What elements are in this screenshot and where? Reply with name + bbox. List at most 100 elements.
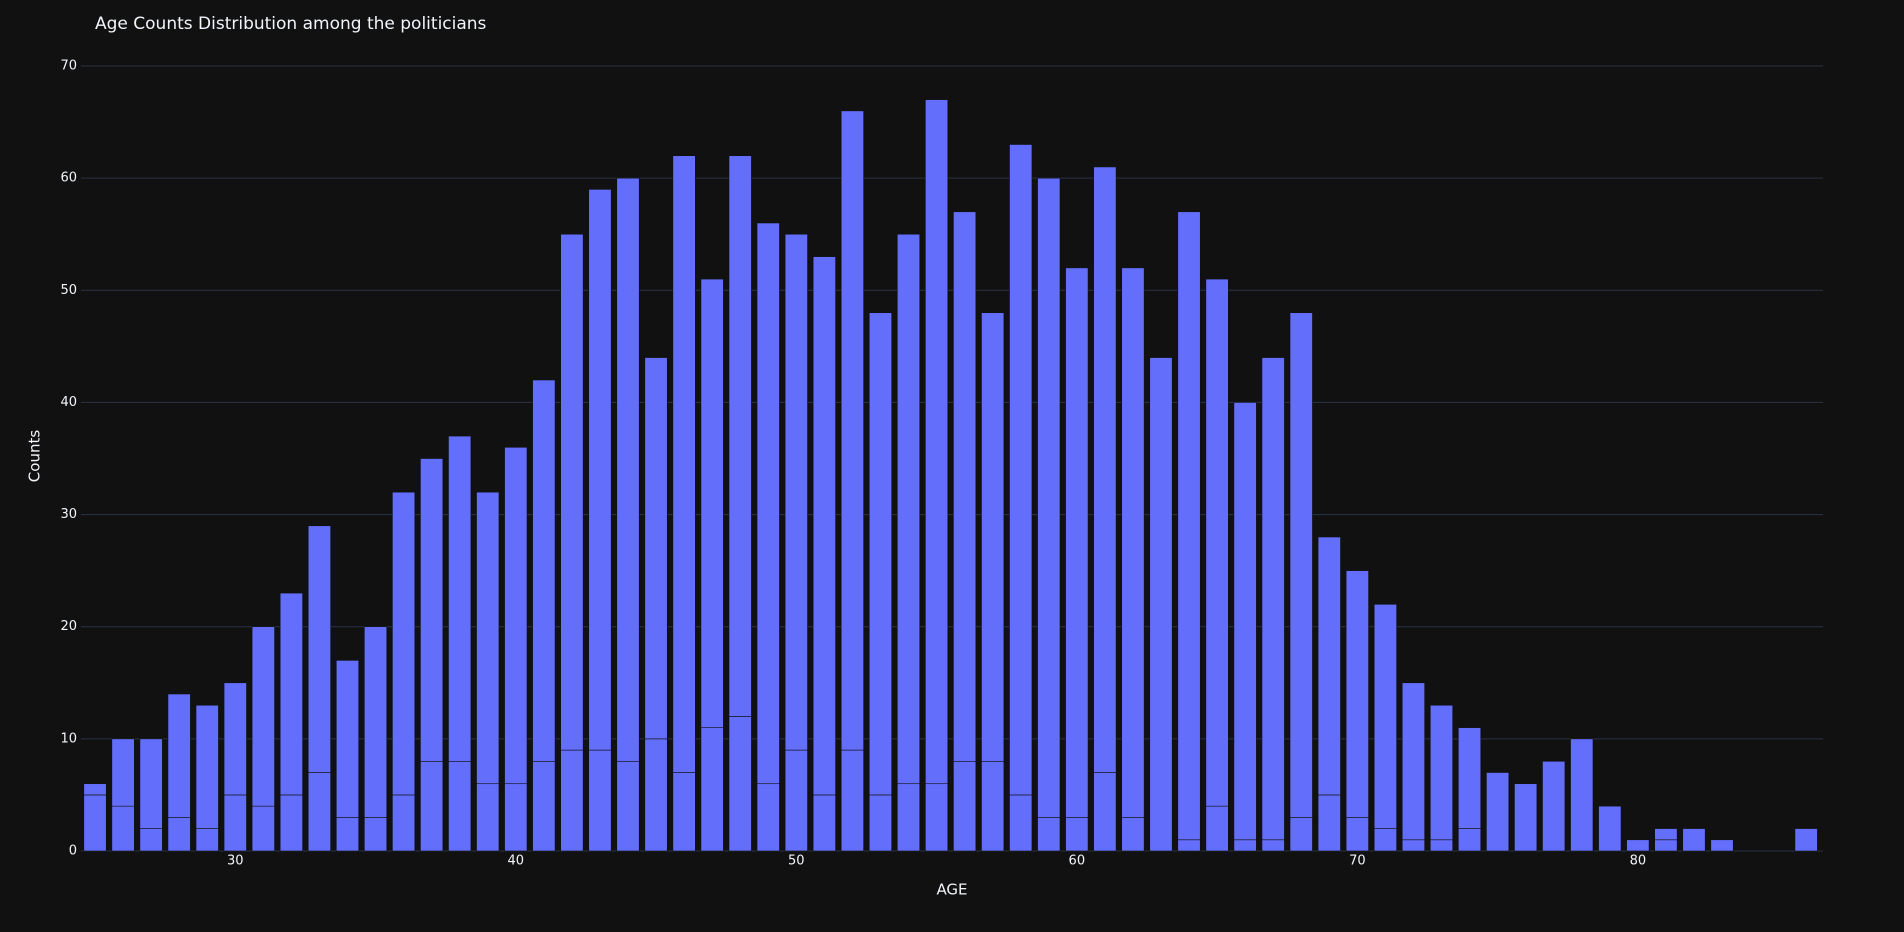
- bar-segment: [1429, 839, 1454, 852]
- bar-segment: [728, 716, 752, 852]
- bar-segment: [1345, 817, 1369, 852]
- bar-segment: [1626, 839, 1650, 852]
- bar-segment: [335, 817, 360, 852]
- bar-segment: [812, 256, 836, 796]
- bar-segment: [784, 233, 808, 751]
- bar-segment: [392, 491, 416, 796]
- bar-segment: [420, 760, 444, 852]
- bar-segment: [1710, 839, 1734, 852]
- bar-segment: [139, 828, 163, 852]
- bar-segment: [448, 435, 472, 762]
- x-tick-label: 80: [1630, 854, 1647, 869]
- bar-segment: [1065, 817, 1089, 852]
- bar-segment: [307, 525, 331, 773]
- bar-segment: [1794, 828, 1818, 852]
- bar-segment: [392, 794, 416, 852]
- bar-segment: [1458, 727, 1482, 829]
- bar-segment: [448, 760, 472, 852]
- bar-segment: [560, 233, 584, 751]
- bar-segment: [1121, 817, 1145, 852]
- chart-title: Age Counts Distribution among the politi…: [95, 14, 487, 34]
- bar-segment: [672, 155, 696, 773]
- bar-segment: [1177, 839, 1201, 852]
- bar-segment: [1317, 794, 1341, 852]
- x-tick-label: 70: [1349, 854, 1366, 869]
- x-tick-label: 50: [788, 854, 805, 869]
- bar-segment: [83, 794, 107, 852]
- bar-segment: [420, 458, 444, 762]
- bar-segment: [1542, 760, 1566, 852]
- bar-segment: [364, 626, 388, 818]
- bar-segment: [1458, 828, 1482, 852]
- bar-segment: [981, 312, 1005, 762]
- y-tick-label: 50: [60, 283, 77, 298]
- bar-segment: [1261, 357, 1285, 841]
- y-tick-label: 30: [60, 507, 77, 522]
- bar-segment: [616, 760, 640, 852]
- bar-segment: [1205, 278, 1229, 807]
- bar-segment: [644, 357, 668, 740]
- bar-segment: [1037, 817, 1061, 852]
- y-tick-label: 60: [60, 171, 77, 186]
- bar-segment: [279, 592, 303, 796]
- bar-segment: [476, 491, 500, 785]
- bar-segment: [1009, 794, 1033, 852]
- x-tick-label: 60: [1069, 854, 1086, 869]
- bar-segment: [1570, 738, 1594, 852]
- bar-segment: [1345, 570, 1369, 818]
- bar-segment: [1093, 772, 1117, 852]
- bar-segment: [840, 749, 864, 852]
- bar-segment: [251, 805, 275, 852]
- y-tick-label: 20: [60, 619, 77, 634]
- bar-segment: [195, 828, 219, 852]
- bar-segment: [279, 794, 303, 852]
- bar-segment: [616, 177, 640, 762]
- bar-segment: [167, 817, 191, 852]
- y-axis-title: Counts: [26, 430, 44, 483]
- bar-segment: [307, 772, 331, 852]
- bar-segment: [728, 155, 752, 717]
- bar-segment: [1514, 783, 1538, 852]
- bar-segment: [700, 727, 724, 852]
- bar-segment: [700, 278, 724, 728]
- bar-segment: [840, 110, 864, 751]
- bar-segment: [223, 682, 247, 796]
- bar-segment: [1149, 357, 1173, 852]
- bar-segment: [476, 783, 500, 852]
- bar-segment: [504, 446, 528, 785]
- bar-segment: [251, 626, 275, 807]
- bar-segment: [364, 817, 388, 852]
- bar-segment: [532, 760, 556, 852]
- bar-segment: [1429, 704, 1454, 841]
- bar-segment: [588, 189, 612, 751]
- bar-segment: [111, 805, 135, 852]
- bar-segment: [1682, 828, 1706, 852]
- bar-segment: [1261, 839, 1285, 852]
- bar-segment: [1121, 267, 1145, 818]
- bar-segment: [1233, 839, 1257, 852]
- y-tick-label: 70: [60, 59, 77, 74]
- bar-segment: [756, 222, 780, 785]
- bar-segment: [1177, 211, 1201, 841]
- bar-segment: [1233, 402, 1257, 841]
- bar-segment: [1289, 312, 1313, 818]
- bar-segment: [1317, 536, 1341, 796]
- bar-segment: [953, 760, 977, 852]
- bar-segment: [868, 794, 892, 852]
- bar-segment: [672, 772, 696, 852]
- bar-segment: [896, 783, 921, 852]
- bar-segment: [953, 211, 977, 762]
- bar-segment: [195, 704, 219, 829]
- bar-segment: [167, 693, 191, 818]
- bar-segment: [1401, 839, 1425, 852]
- bar-segment: [83, 783, 107, 796]
- bar-segment: [1037, 177, 1061, 818]
- bar-segment: [1373, 828, 1397, 852]
- bar-segment: [1654, 839, 1678, 852]
- bar-segment: [1654, 828, 1678, 841]
- bar-segment: [1598, 805, 1622, 852]
- bar-segment: [784, 749, 808, 852]
- bar-segment: [1065, 267, 1089, 818]
- bar-segment: [335, 660, 360, 818]
